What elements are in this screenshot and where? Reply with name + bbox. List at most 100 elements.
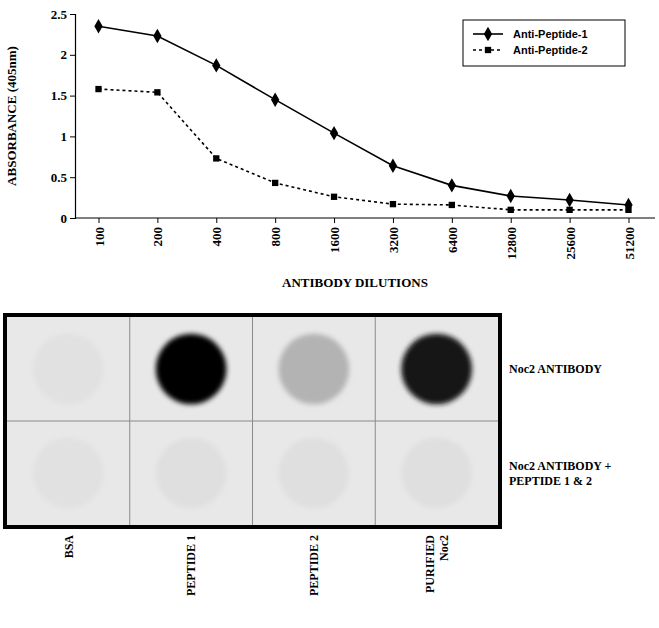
y-tick: 2 bbox=[61, 47, 76, 62]
blot-background bbox=[5, 315, 500, 527]
y-tick: 0.5 bbox=[51, 170, 75, 185]
x-tick-mark bbox=[216, 218, 217, 223]
x-tick-label: 6400 bbox=[445, 227, 460, 253]
x-tick: 3200 bbox=[386, 218, 401, 253]
x-axis-title: ANTIBODY DILUTIONS bbox=[282, 275, 428, 290]
x-tick: 1600 bbox=[327, 218, 342, 253]
series-marker bbox=[213, 155, 219, 161]
blot-spot bbox=[279, 334, 350, 405]
series-marker bbox=[272, 180, 278, 186]
series-marker bbox=[389, 159, 397, 173]
y-tick: 0 bbox=[61, 211, 76, 226]
series-marker bbox=[330, 126, 338, 140]
x-tick-label: 400 bbox=[209, 227, 224, 247]
y-tick-label: 1 bbox=[61, 129, 68, 144]
series-marker bbox=[390, 201, 396, 207]
series-line bbox=[99, 89, 629, 210]
column-label: BSA bbox=[62, 535, 76, 559]
y-tick: 1 bbox=[61, 129, 76, 144]
plot-area bbox=[94, 19, 632, 213]
y-tick-mark bbox=[70, 177, 75, 178]
blot-spot bbox=[401, 438, 472, 509]
blot-spot bbox=[33, 438, 104, 509]
x-tick-mark bbox=[275, 218, 276, 223]
x-tick: 100 bbox=[92, 218, 107, 247]
x-tick: 200 bbox=[150, 218, 165, 247]
y-tick-label: 1.5 bbox=[51, 88, 68, 103]
y-tick-mark bbox=[70, 14, 75, 15]
x-tick: 400 bbox=[209, 218, 224, 247]
series-marker bbox=[448, 178, 456, 192]
y-tick-mark bbox=[70, 136, 75, 137]
series-marker bbox=[331, 194, 337, 200]
column-label: PEPTIDE 2 bbox=[307, 535, 321, 596]
x-tick: 51200 bbox=[622, 218, 637, 260]
legend-marker bbox=[484, 27, 492, 41]
series-marker bbox=[625, 207, 631, 213]
y-tick-mark bbox=[70, 96, 75, 97]
legend: Anti-Peptide-1Anti-Peptide-2 bbox=[463, 20, 625, 66]
y-tick-mark bbox=[70, 55, 75, 56]
x-tick: 800 bbox=[268, 218, 283, 247]
x-tick-label: 100 bbox=[92, 227, 107, 247]
x-tick-mark bbox=[570, 218, 571, 223]
series-marker bbox=[154, 89, 160, 95]
x-tick-label: 1600 bbox=[327, 227, 342, 253]
y-tick: 2.5 bbox=[51, 7, 75, 22]
series-marker bbox=[449, 202, 455, 208]
blot-spot bbox=[401, 334, 472, 405]
x-tick-mark bbox=[393, 218, 394, 223]
y-tick-label: 0 bbox=[61, 211, 68, 226]
series-marker bbox=[624, 198, 632, 212]
legend-label: Anti-Peptide-2 bbox=[513, 44, 588, 56]
x-tick-label: 51200 bbox=[622, 227, 637, 260]
column-label: PEPTIDE 1 bbox=[184, 535, 198, 596]
x-tick-mark bbox=[99, 218, 100, 223]
legend-box bbox=[463, 20, 625, 66]
series-marker bbox=[153, 29, 161, 43]
series-marker bbox=[508, 207, 514, 213]
y-tick-label: 2 bbox=[61, 47, 68, 62]
x-tick-mark bbox=[334, 218, 335, 223]
series-marker bbox=[212, 58, 220, 72]
y-tick-label: 0.5 bbox=[51, 170, 68, 185]
row-label: Noc2 ANTIBODY +PEPTIDE 1 & 2 bbox=[509, 459, 612, 487]
dot-blot: Noc2 ANTIBODY Noc2 ANTIBODY +PEPTIDE 1 & … bbox=[5, 315, 612, 596]
cell-divider bbox=[5, 421, 500, 422]
y-tick: 1.5 bbox=[51, 88, 75, 103]
x-tick: 6400 bbox=[445, 218, 460, 253]
y-tick-label: 2.5 bbox=[51, 7, 68, 22]
series-marker bbox=[95, 86, 101, 92]
y-axis: 0 0.5 1 1.5 2 2.5 bbox=[51, 7, 76, 226]
blot-spot bbox=[156, 334, 227, 405]
x-tick: 12800 bbox=[504, 218, 519, 260]
series-marker bbox=[566, 207, 572, 213]
x-tick-mark bbox=[452, 218, 453, 223]
series-marker bbox=[507, 189, 515, 203]
blot-frame bbox=[5, 315, 500, 527]
blot-spot bbox=[279, 438, 350, 509]
x-tick-label: 200 bbox=[150, 227, 165, 247]
x-tick-mark bbox=[511, 218, 512, 223]
line-chart: 0 0.5 1 1.5 2 2.5 100 200 400 800 1600 3200 6400 1280… bbox=[4, 7, 655, 290]
blot-area bbox=[5, 315, 500, 527]
x-tick: 25600 bbox=[563, 218, 578, 260]
x-axis-line bbox=[75, 217, 655, 218]
x-tick-mark bbox=[157, 218, 158, 223]
x-axis: 100 200 400 800 1600 3200 6400 12800 25600 51200 bbox=[75, 218, 655, 260]
figure: 0 0.5 1 1.5 2 2.5 100 200 400 800 1600 3200 6400 1280… bbox=[0, 0, 659, 628]
legend-marker bbox=[485, 47, 491, 53]
y-axis-title: ABSORBANCE (405nm) bbox=[4, 46, 19, 186]
column-label: PURIFIEDNoc2 bbox=[423, 535, 451, 593]
series-marker bbox=[271, 92, 279, 106]
x-tick-label: 3200 bbox=[386, 227, 401, 253]
series-marker bbox=[565, 193, 573, 207]
x-tick-label: 12800 bbox=[504, 227, 519, 260]
y-tick-mark bbox=[70, 218, 75, 219]
blot-spot bbox=[156, 438, 227, 509]
x-tick-mark bbox=[629, 218, 630, 223]
x-tick-label: 25600 bbox=[563, 227, 578, 260]
row-label: Noc2 ANTIBODY bbox=[509, 362, 602, 376]
blot-spot bbox=[33, 334, 104, 405]
series-marker bbox=[94, 19, 102, 33]
